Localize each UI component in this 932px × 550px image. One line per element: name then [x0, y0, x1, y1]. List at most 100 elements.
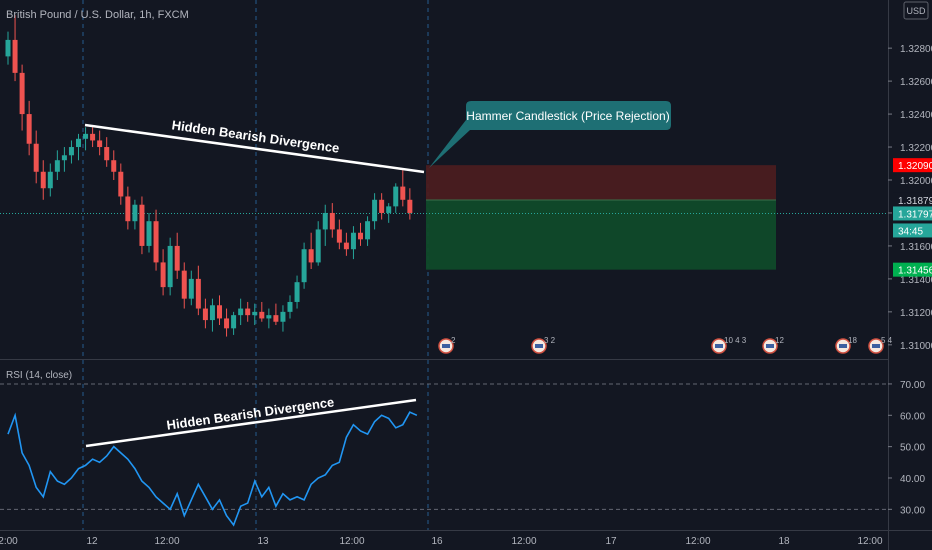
candle-body: [294, 282, 300, 302]
economic-event-marker[interactable]: 10 4 3: [711, 336, 747, 354]
candle[interactable]: [400, 170, 406, 207]
currency-button[interactable]: USD: [903, 1, 929, 20]
candle-body: [181, 270, 187, 299]
economic-event-marker[interactable]: 5 4: [868, 336, 893, 354]
time-tick-label: 12:00: [511, 536, 536, 547]
time-tick-label: 16: [431, 536, 443, 547]
candle[interactable]: [322, 204, 328, 246]
candle[interactable]: [209, 298, 215, 332]
candle-body: [83, 133, 89, 139]
candlestick-series[interactable]: [5, 15, 413, 337]
rsi-panel[interactable]: [0, 383, 888, 527]
candle[interactable]: [5, 31, 11, 65]
candle[interactable]: [238, 298, 244, 326]
candle[interactable]: [287, 295, 293, 319]
price-divergence-line[interactable]: [84, 123, 425, 174]
price-tick-label: 1.32600: [900, 77, 932, 88]
time-tick-label: 12: [86, 536, 98, 547]
price-label-last[interactable]: 1.31797: [893, 206, 932, 221]
candle[interactable]: [231, 311, 237, 335]
candle[interactable]: [76, 133, 81, 161]
candle-body: [167, 245, 173, 288]
candle[interactable]: [146, 212, 152, 253]
candle[interactable]: [19, 64, 25, 131]
candle[interactable]: [47, 163, 53, 197]
candle[interactable]: [407, 188, 413, 220]
candle[interactable]: [202, 298, 208, 329]
candle[interactable]: [386, 203, 392, 223]
candle[interactable]: [61, 147, 67, 172]
candle[interactable]: [97, 130, 103, 156]
candle[interactable]: [379, 193, 385, 220]
event-markers[interactable]: 2 3 2 10 4 3 12 18 5 4: [438, 336, 893, 354]
candle[interactable]: [90, 127, 96, 148]
candle-body: [90, 133, 96, 141]
candle[interactable]: [26, 100, 32, 156]
candle[interactable]: [181, 262, 187, 309]
candle[interactable]: [54, 150, 60, 180]
flag-stripe: [715, 344, 723, 348]
candle[interactable]: [365, 216, 371, 246]
candle[interactable]: [12, 15, 18, 82]
candle[interactable]: [350, 226, 356, 260]
price-label-countdown[interactable]: 34:45: [893, 223, 932, 238]
price-label-target[interactable]: 1.31456: [893, 262, 932, 277]
price-label-bg: [893, 192, 932, 207]
candle[interactable]: [40, 160, 46, 200]
candle-body: [118, 171, 124, 197]
candle[interactable]: [315, 221, 321, 266]
price-label-bg: [893, 262, 932, 277]
candle[interactable]: [195, 265, 201, 316]
candle[interactable]: [217, 295, 222, 326]
candle-body: [111, 160, 117, 172]
hammer-callout[interactable]: Hammer Candlestick (Price Rejection): [429, 101, 671, 168]
price-axis[interactable]: 1.32800 1.32600 1.32400 1.32200 1.32000 1.318…: [888, 44, 932, 352]
rsi-divergence-line[interactable]: [85, 398, 417, 448]
candle[interactable]: [33, 130, 39, 184]
candle[interactable]: [132, 199, 138, 230]
candle[interactable]: [160, 249, 166, 296]
candle[interactable]: [301, 242, 307, 289]
price-label-entry[interactable]: 1.31879: [893, 192, 932, 207]
candle[interactable]: [294, 275, 300, 309]
price-label-stop[interactable]: 1.32090: [893, 158, 932, 173]
candle[interactable]: [280, 305, 286, 332]
economic-event-marker[interactable]: 3 2: [531, 336, 556, 354]
economic-event-marker[interactable]: 12: [762, 336, 784, 354]
candle[interactable]: [266, 308, 272, 329]
candle[interactable]: [252, 303, 258, 326]
candle[interactable]: [139, 196, 145, 255]
candle[interactable]: [245, 301, 251, 322]
time-axis[interactable]: 2:00 12 12:00 13 12:00 16 12:00 17 12:00 18 12:00: [0, 536, 883, 547]
candle[interactable]: [125, 186, 131, 230]
candle[interactable]: [308, 232, 314, 269]
candle[interactable]: [336, 219, 342, 250]
rsi-line[interactable]: [7, 411, 418, 527]
candle[interactable]: [111, 150, 117, 180]
candle[interactable]: [68, 140, 74, 164]
candle-body: [202, 308, 208, 321]
rsi-tick-label: 60.00: [900, 411, 925, 422]
economic-event-marker[interactable]: 2: [438, 336, 456, 354]
candle[interactable]: [393, 183, 399, 213]
candle[interactable]: [273, 303, 279, 326]
callout-bubble: [429, 101, 671, 168]
candle[interactable]: [83, 127, 89, 151]
candle[interactable]: [188, 270, 194, 306]
economic-event-marker[interactable]: 18: [835, 336, 857, 354]
candle[interactable]: [358, 222, 363, 246]
candle[interactable]: [104, 137, 110, 167]
price-tick-label: 1.31400: [900, 275, 932, 286]
candle[interactable]: [224, 308, 230, 337]
candle[interactable]: [167, 237, 173, 296]
candle[interactable]: [153, 209, 159, 271]
candle[interactable]: [259, 301, 265, 322]
candle-body: [287, 301, 293, 312]
candle[interactable]: [343, 232, 349, 256]
candle[interactable]: [174, 232, 180, 279]
candle[interactable]: [118, 163, 124, 205]
candle[interactable]: [372, 193, 378, 230]
candle[interactable]: [329, 203, 335, 238]
rsi-axis[interactable]: 70.00 60.00 50.00 40.00 30.00: [888, 380, 925, 516]
